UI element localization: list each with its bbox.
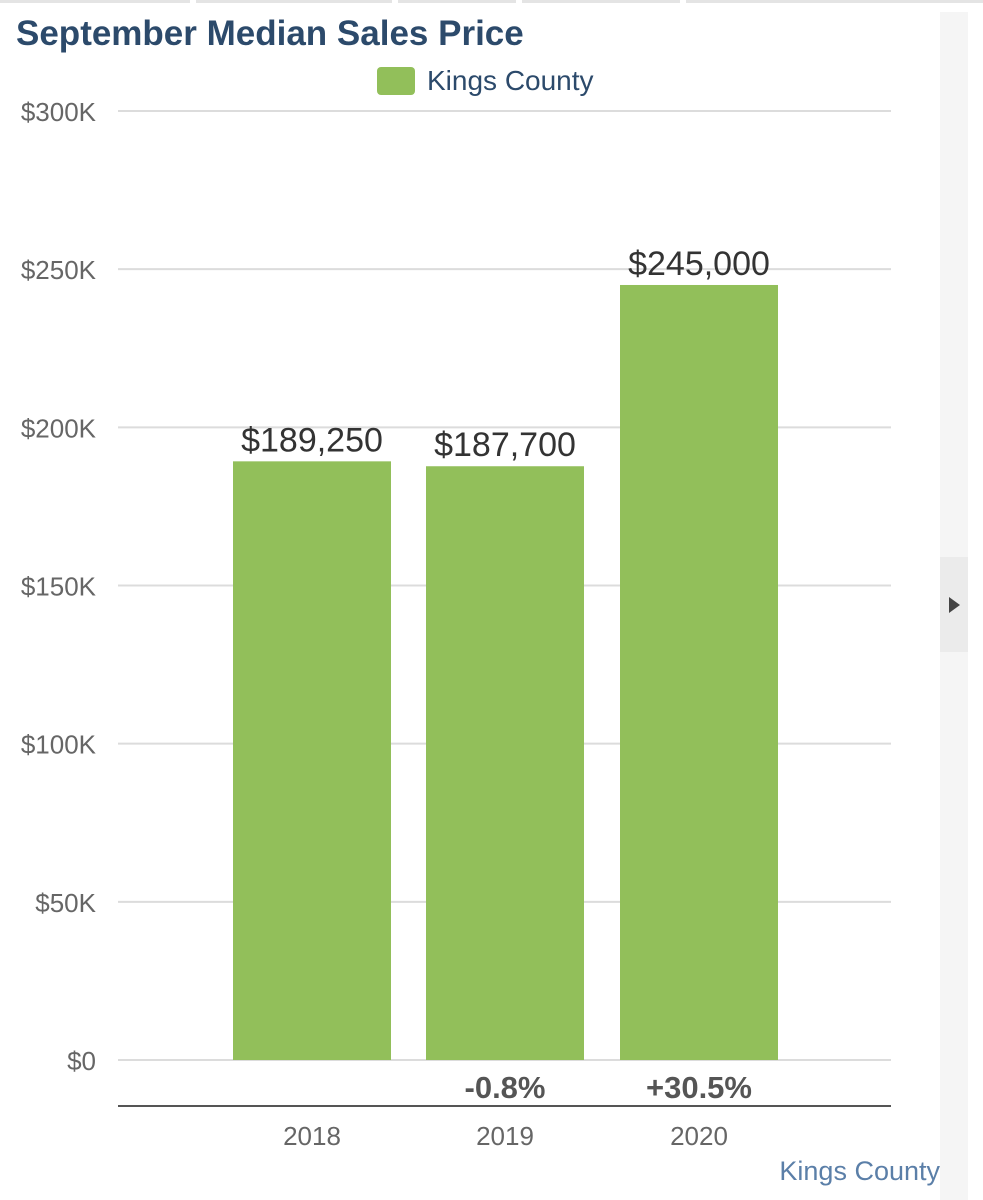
change-label: +30.5% <box>646 1070 752 1105</box>
bar <box>233 461 391 1060</box>
top-strip-segment <box>398 0 516 3</box>
x-tick-label: 2018 <box>283 1121 341 1151</box>
y-tick-label: $0 <box>67 1046 96 1076</box>
top-strip-segment <box>522 0 680 3</box>
x-tick-label: 2020 <box>670 1121 728 1151</box>
y-tick-label: $50K <box>35 888 96 918</box>
top-strip-segment <box>686 0 983 3</box>
bar-value-label: $187,700 <box>434 426 576 464</box>
bar <box>620 284 778 1060</box>
y-tick-label: $100K <box>21 730 97 760</box>
top-strip <box>0 0 983 6</box>
bar-value-label: $189,250 <box>241 421 383 459</box>
source-link[interactable]: Kings County <box>779 1156 940 1186</box>
y-tick-label: $200K <box>21 413 97 443</box>
bar-chart: $0 $50K $100K $150K $200K $250K $300K $189,250 2… <box>21 97 891 1151</box>
y-tick-label: $300K <box>21 97 97 127</box>
y-tick-label: $150K <box>21 572 97 602</box>
top-strip-segment <box>0 0 190 3</box>
bar-value-label: $245,000 <box>628 245 770 283</box>
caret-right-icon <box>949 597 960 613</box>
top-strip-segment <box>196 0 392 3</box>
chart-title: September Median Sales Price <box>16 14 524 53</box>
chart-legend[interactable]: Kings County <box>377 64 594 98</box>
x-tick-label: 2019 <box>476 1121 534 1151</box>
legend-swatch <box>377 67 415 95</box>
bar <box>426 466 584 1061</box>
legend-label: Kings County <box>427 65 594 96</box>
side-panel-toggle[interactable] <box>940 557 968 652</box>
y-tick-label: $250K <box>21 255 97 285</box>
change-label: -0.8% <box>465 1070 546 1105</box>
